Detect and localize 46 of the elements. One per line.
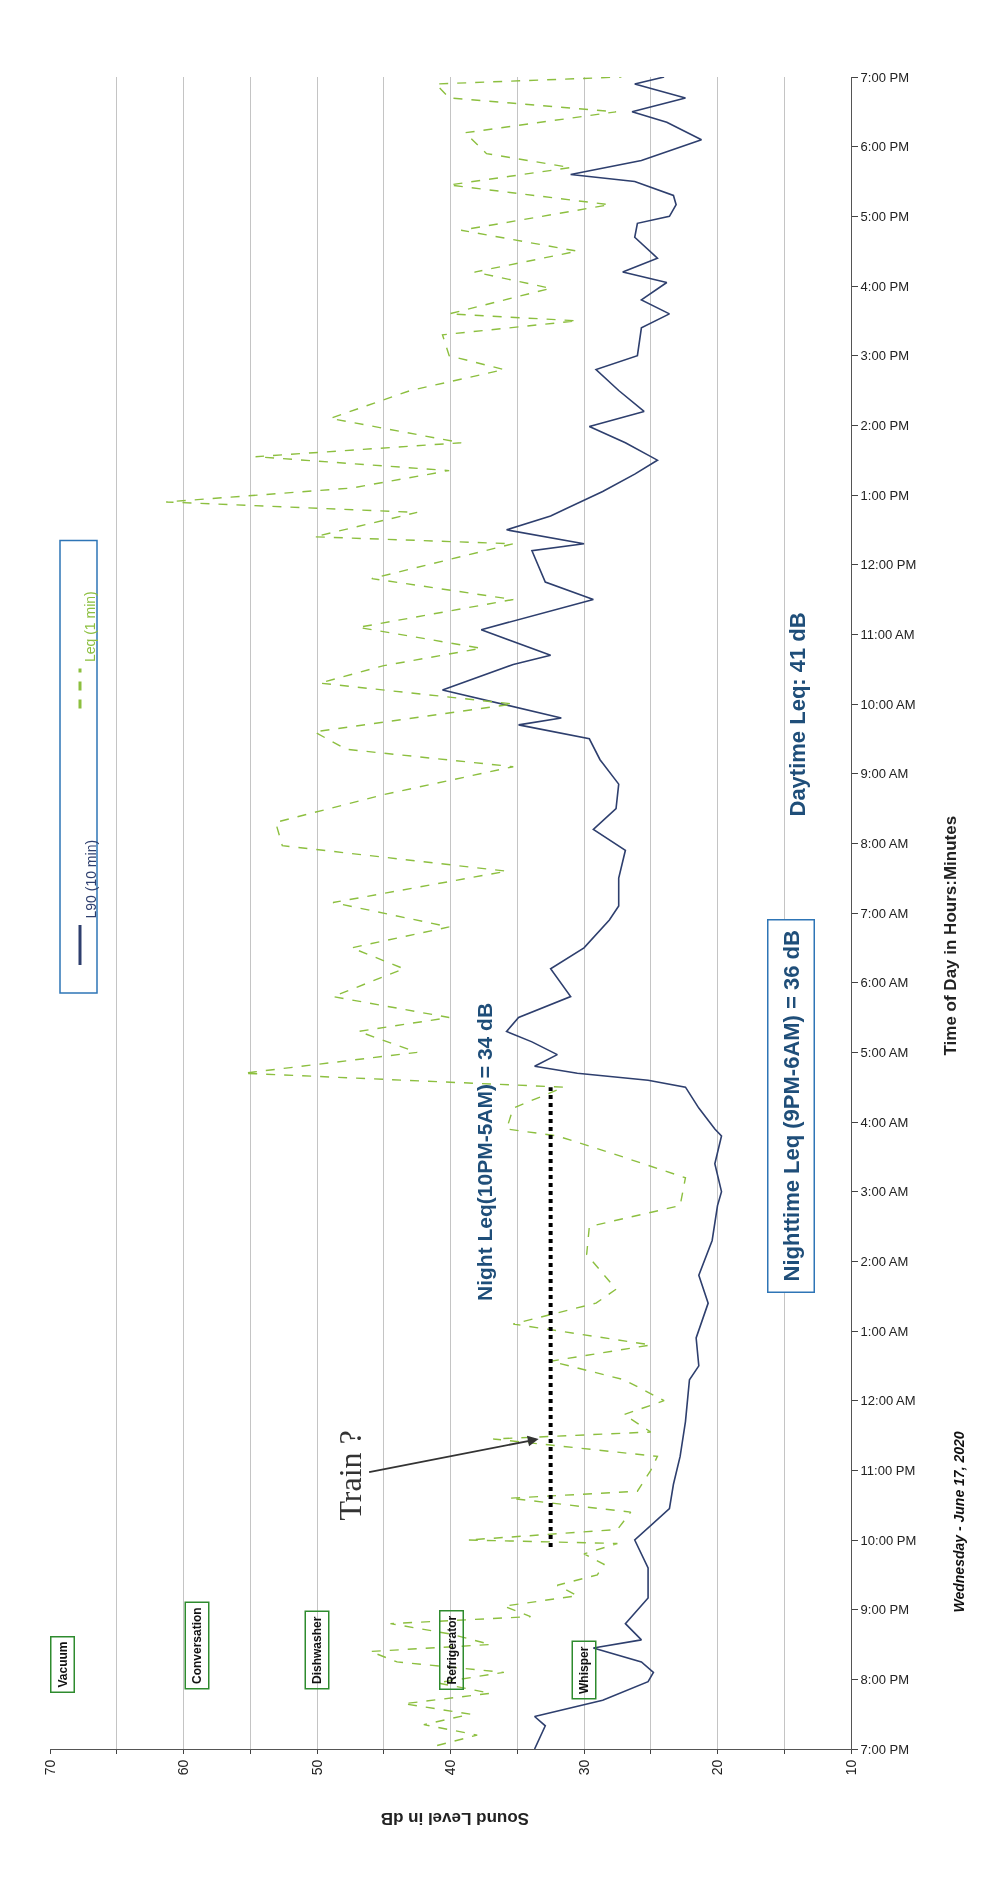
y-tick-label: 6:00 AM xyxy=(860,975,909,991)
y-tick-label: 6:00 PM xyxy=(860,139,910,155)
x-tick-label: 50 xyxy=(308,1759,325,1776)
annotation: Night Leq(10PM-5AM) = 34 dB xyxy=(473,1002,496,1301)
annotation: Conversation xyxy=(190,1607,204,1684)
x-tick-label: 40 xyxy=(442,1759,459,1776)
y-tick-label: 9:00 PM xyxy=(860,1602,910,1618)
y-tick-label: 8:00 PM xyxy=(860,1671,910,1687)
y-tick-label: 1:00 PM xyxy=(860,487,910,503)
text: L90 (10 min) xyxy=(82,839,99,919)
x-tick-label: 10 xyxy=(842,1759,859,1776)
y-tick-label: 3:00 PM xyxy=(860,348,910,364)
y-tick-label: 7:00 PM xyxy=(860,69,910,85)
y-tick-label: 10:00 PM xyxy=(860,1532,917,1548)
annotation: Train ? xyxy=(331,1430,368,1521)
y-tick-label: 10:00 AM xyxy=(860,696,916,712)
x-tick-label: 60 xyxy=(175,1759,192,1776)
y-tick-label: 11:00 AM xyxy=(860,626,915,642)
y-tick-label: 11:00 PM xyxy=(860,1462,916,1478)
text: Leq (1 min) xyxy=(81,591,98,663)
y-tick-label: 3:00 AM xyxy=(860,1184,909,1200)
annotation: Vacuum xyxy=(55,1641,70,1688)
x-tick-label: 30 xyxy=(575,1759,592,1776)
y-tick-label: 7:00 AM xyxy=(860,905,909,921)
x-axis-title: Sound Level in dB xyxy=(380,1809,529,1828)
y-tick-label: 1:00 AM xyxy=(860,1323,909,1339)
y-tick-label: 12:00 AM xyxy=(860,1393,916,1409)
y-tick-label: 2:00 PM xyxy=(860,417,910,433)
y-tick-label: 7:00 PM xyxy=(860,1741,910,1757)
annotation: Daytime Leq: 41 dB xyxy=(784,612,810,817)
y-tick-label: 5:00 AM xyxy=(860,1044,909,1060)
annotation: Dishwasher xyxy=(310,1616,324,1684)
y-tick-label: 12:00 PM xyxy=(860,557,917,573)
annotation: Nighttime Leq (9PM-6AM) = 36 dB xyxy=(778,930,804,1282)
annotation: Refrigerator xyxy=(444,1615,459,1685)
y-tick-label: 4:00 AM xyxy=(860,1114,909,1130)
y-tick-label: 5:00 PM xyxy=(860,208,910,224)
x-tick-label: 20 xyxy=(709,1759,726,1776)
y-tick-label: 8:00 AM xyxy=(860,835,909,851)
annotation: Whisper xyxy=(577,1646,591,1694)
y-axis-title: Time of Day in Hours:Minutes xyxy=(940,815,960,1056)
y-tick-label: 2:00 AM xyxy=(860,1253,909,1269)
text: Wednesday - June 17, 2020 xyxy=(950,1431,967,1613)
y-tick-label: 9:00 AM xyxy=(860,766,909,782)
x-tick-label: 70 xyxy=(41,1759,58,1776)
y-tick-label: 4:00 PM xyxy=(860,278,910,294)
